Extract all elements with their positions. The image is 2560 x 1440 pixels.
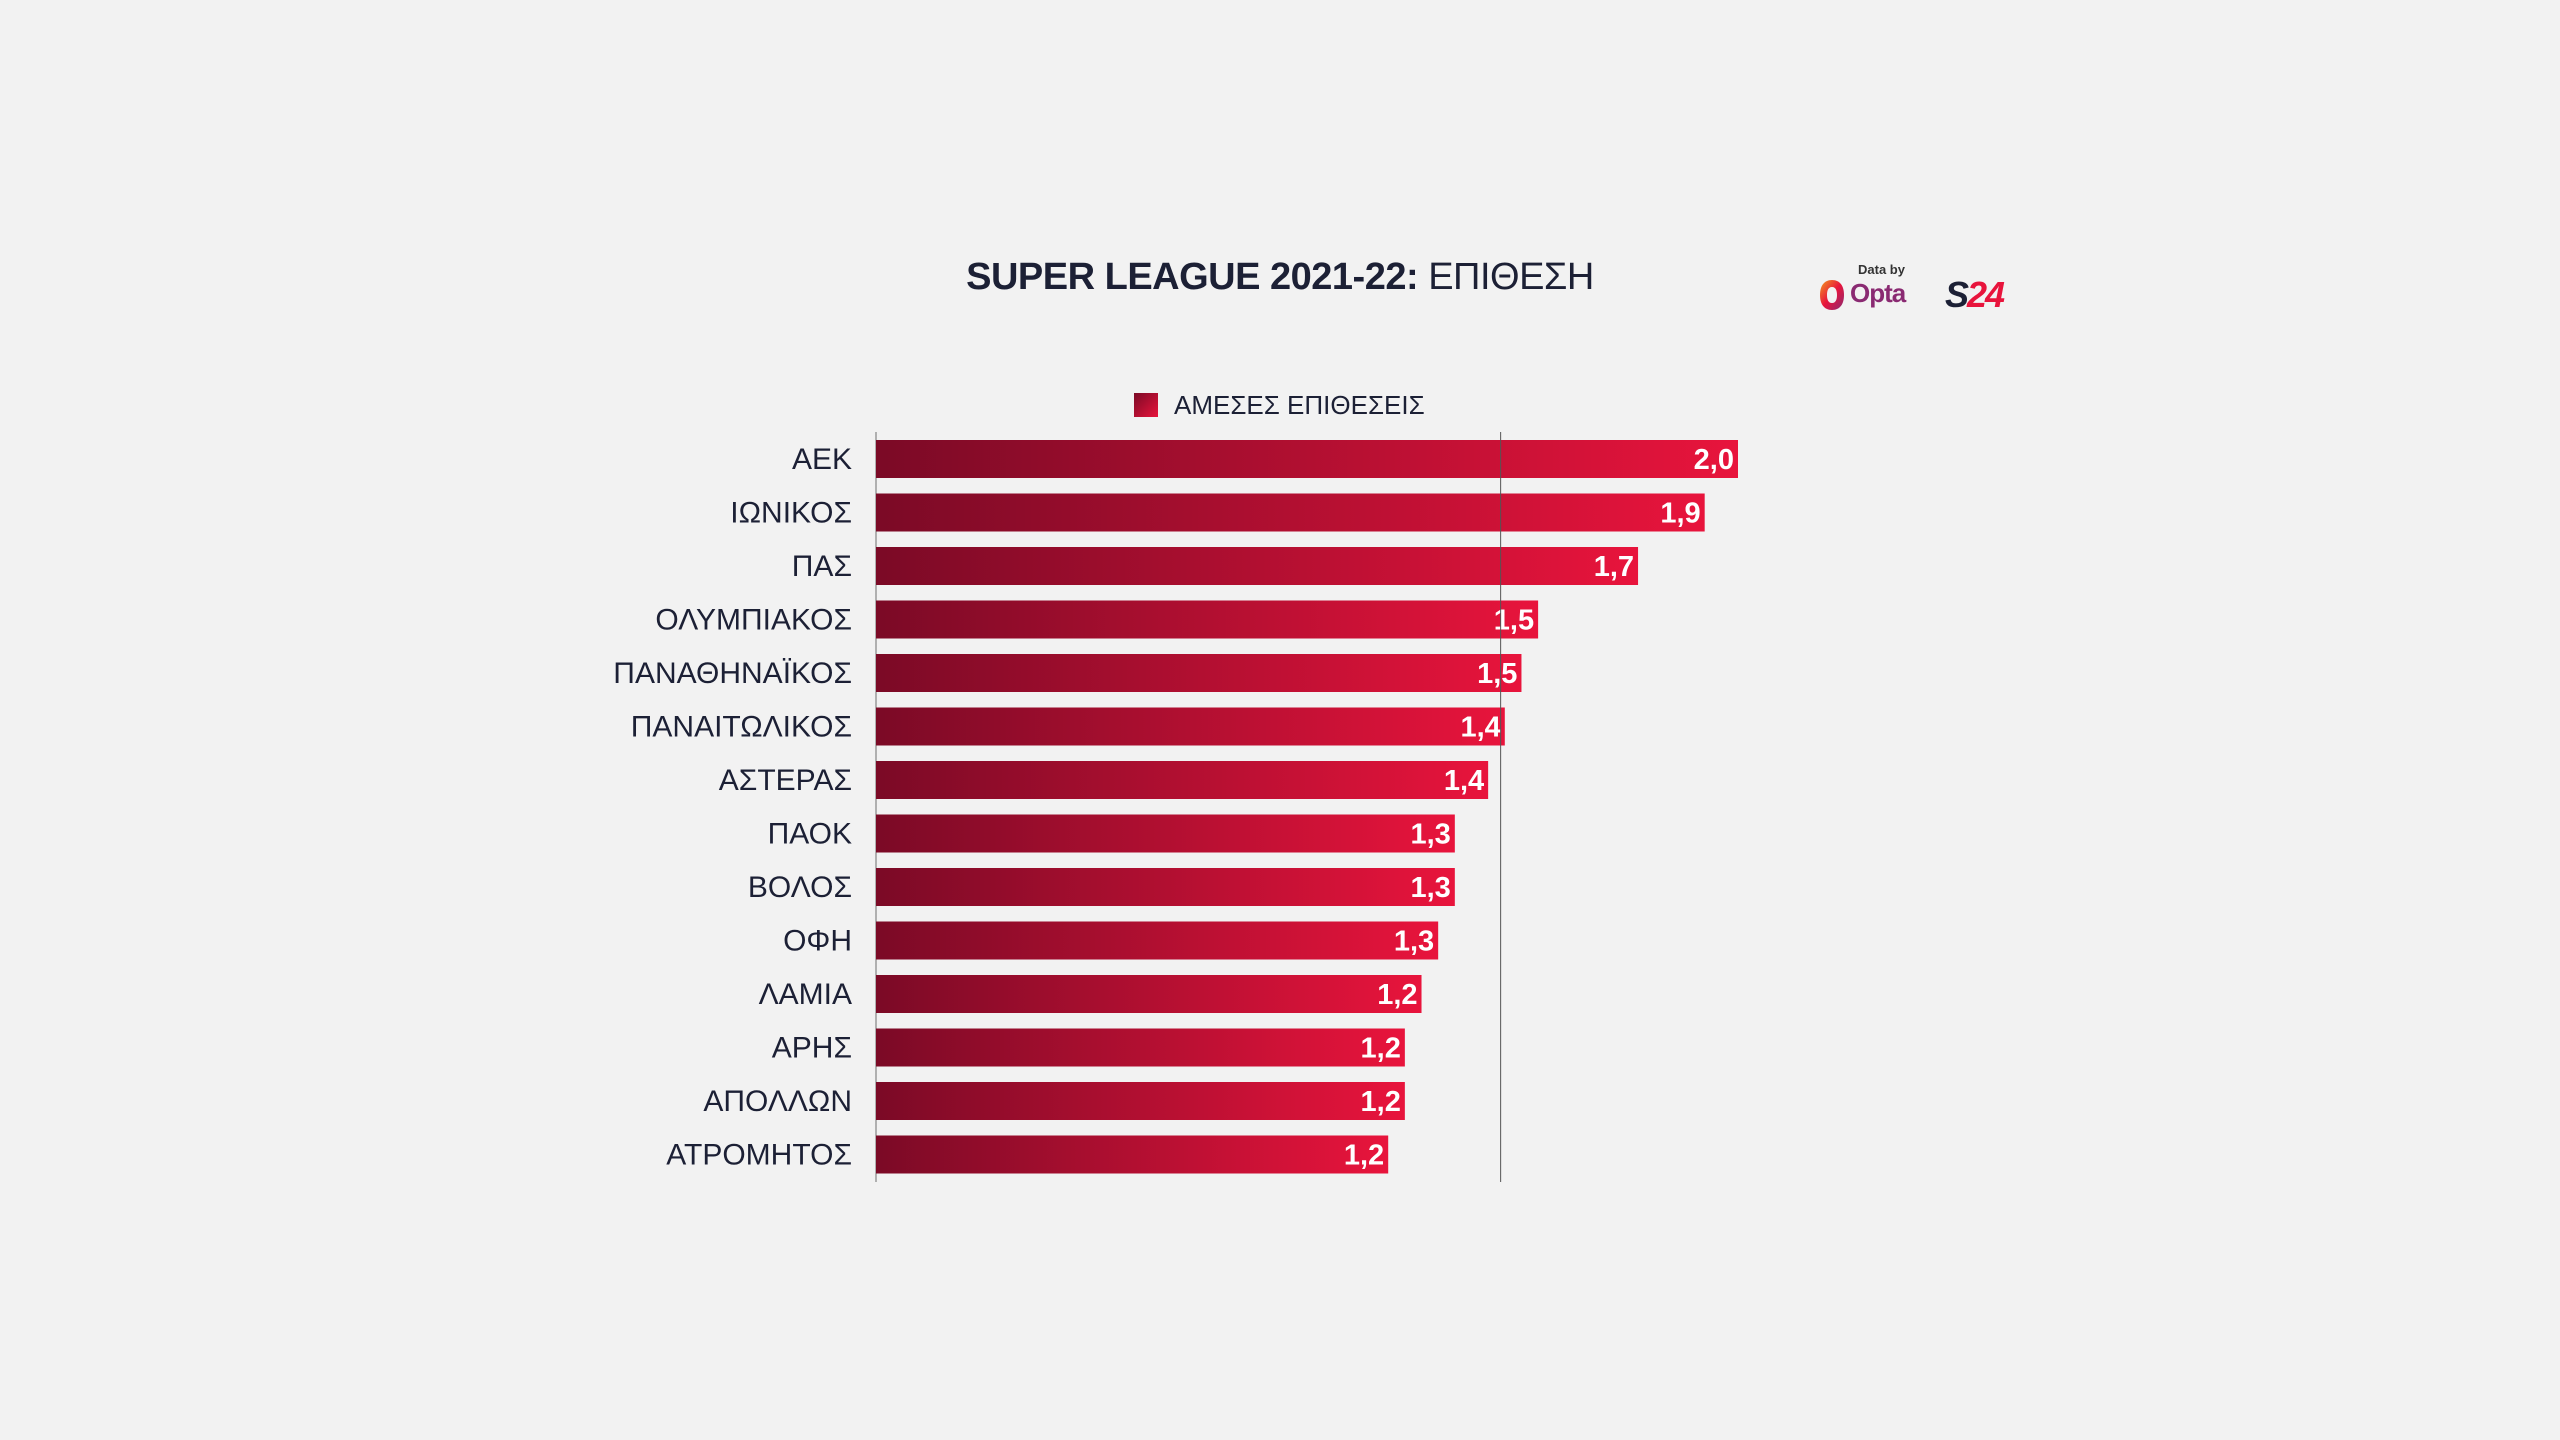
bar xyxy=(876,600,1539,639)
category-label: ΑΣΤΕΡΑΣ xyxy=(719,764,852,797)
s24-logo-s: S xyxy=(1945,274,1969,315)
value-label: 1,3 xyxy=(1394,926,1434,958)
data-by-label: Data by xyxy=(1858,262,1905,277)
value-label: 1,4 xyxy=(1444,765,1484,797)
bar xyxy=(876,921,1439,960)
opta-logo-icon xyxy=(1820,280,1844,310)
value-label: 1,5 xyxy=(1477,658,1517,690)
bars-group: ΑΕΚ 2,0 ΙΩΝΙΚΟΣ 1,9 ΠΑΣ 1,7 ΟΛΥΜΠΙΑΚΟΣ 1,5 ΠΑΝΑΘ… xyxy=(613,440,1738,1174)
bar xyxy=(876,493,1705,532)
category-label: ΟΦΗ xyxy=(783,925,852,958)
bar xyxy=(876,1082,1405,1120)
category-label: ΑΠΟΛΛΩΝ xyxy=(703,1085,852,1118)
opta-wordmark: Opta xyxy=(1850,278,1906,308)
legend-swatch xyxy=(1134,393,1158,417)
value-label: 2,0 xyxy=(1694,444,1734,476)
bar xyxy=(876,440,1738,478)
category-label: ΑΡΗΣ xyxy=(772,1032,852,1065)
category-label: ΑΤΡΟΜΗΤΟΣ xyxy=(666,1139,852,1172)
value-label: 1,4 xyxy=(1460,712,1500,744)
chart-title: SUPER LEAGUE 2021-22: ΕΠΙΘΕΣΗ xyxy=(640,256,1920,299)
bar xyxy=(876,975,1422,1013)
value-label: 1,2 xyxy=(1361,1086,1401,1118)
bar xyxy=(876,1028,1405,1067)
category-label: ΠΑΣ xyxy=(792,550,852,583)
bar xyxy=(876,761,1489,799)
category-label: ΠΑΟΚ xyxy=(768,818,852,851)
brand-logos: Data by Opta S24 xyxy=(1810,258,2030,318)
legend: ΑΜΕΣΕΣ ΕΠΙΘΕΣΕΙΣ xyxy=(1134,390,1425,420)
category-label: ΙΩΝΙΚΟΣ xyxy=(730,497,852,530)
category-label: ΠΑΝΑΘΗΝΑΪΚΟΣ xyxy=(613,657,852,690)
value-label: 1,7 xyxy=(1594,551,1634,583)
bar xyxy=(876,707,1505,746)
category-label: ΟΛΥΜΠΙΑΚΟΣ xyxy=(655,604,852,637)
category-label: ΒΟΛΟΣ xyxy=(748,871,852,904)
value-label: 1,5 xyxy=(1494,605,1534,637)
chart-title-strong: SUPER LEAGUE 2021-22: xyxy=(966,256,1419,298)
value-label: 1,3 xyxy=(1411,819,1451,851)
legend-label: ΑΜΕΣΕΣ ΕΠΙΘΕΣΕΙΣ xyxy=(1174,389,1425,420)
value-label: 1,2 xyxy=(1377,979,1417,1011)
bar xyxy=(876,814,1455,853)
bar xyxy=(876,868,1455,906)
value-label: 1,2 xyxy=(1344,1140,1384,1172)
bar xyxy=(876,1135,1389,1174)
value-label: 1,2 xyxy=(1361,1033,1401,1065)
category-label: ΑΕΚ xyxy=(792,443,852,476)
value-label: 1,9 xyxy=(1660,498,1700,530)
category-label: ΛΑΜΙΑ xyxy=(759,978,852,1011)
s24-logo: S24 xyxy=(1945,274,2005,316)
category-label: ΠΑΝΑΙΤΩΛΙΚΟΣ xyxy=(631,711,852,744)
value-label: 1,3 xyxy=(1411,872,1451,904)
bar xyxy=(876,654,1522,692)
chart-title-light: ΕΠΙΘΕΣΗ xyxy=(1428,256,1594,298)
s24-logo-24: 24 xyxy=(1967,274,2005,315)
bar xyxy=(876,547,1639,585)
